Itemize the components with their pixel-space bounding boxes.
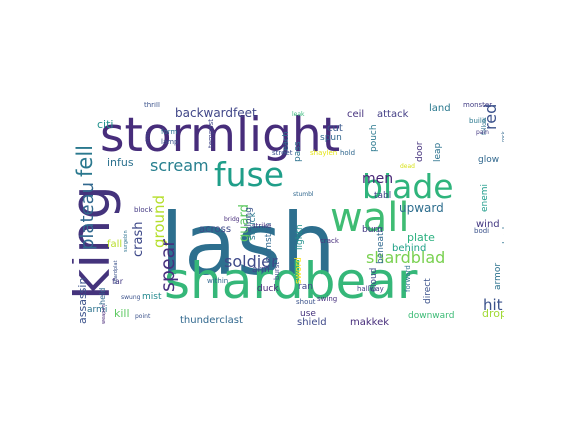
word-tabl: tabl <box>374 191 392 201</box>
word-dead: dead <box>400 163 415 170</box>
word-pass: pass <box>293 141 303 162</box>
word-strike: strike <box>252 222 272 230</box>
word-ceil: ceil <box>347 109 365 120</box>
word-mist: mist <box>142 292 162 302</box>
word-weapon: weapon <box>101 304 107 324</box>
word-shardblad: shardblad <box>366 248 446 267</box>
word-behind: behind <box>392 243 427 254</box>
word-wall: wall <box>330 195 410 241</box>
word-stron: stron <box>145 131 151 144</box>
word-sword: sword <box>294 257 304 284</box>
word-pouch: pouch <box>369 124 379 152</box>
word-hit: hit <box>483 296 503 314</box>
word-thrill: thrill <box>144 102 160 109</box>
word-enemi: enemi <box>480 183 490 212</box>
word-stormlight: stormlight <box>100 108 341 163</box>
word-citi: citi <box>97 118 114 131</box>
word-stumbl: stumbl <box>293 191 314 198</box>
word-far: far <box>112 277 124 286</box>
word-arm: arm <box>252 265 270 275</box>
word-shaylen: shaylen <box>310 149 338 157</box>
word-block: block <box>134 206 153 214</box>
word-use: use <box>300 309 316 319</box>
word-leak: leak <box>292 111 305 118</box>
word-land: land <box>429 103 451 114</box>
word-forward: forward <box>404 265 412 292</box>
word-soldier: soldier <box>224 252 278 271</box>
word-rock: rock <box>501 131 504 142</box>
word-plateau: plateau <box>77 181 98 250</box>
word-backwardfeet: backwardfeet <box>175 106 257 120</box>
word-street: street <box>272 149 293 157</box>
word-men: men <box>362 171 394 187</box>
word-ran: ran <box>298 282 313 292</box>
word-crash: crash <box>131 221 146 257</box>
word-armi: armi <box>87 305 108 315</box>
word-fuse: fuse <box>214 155 285 194</box>
word-drop: drop <box>482 307 504 320</box>
word-shout: shout <box>296 298 316 306</box>
word-point: point <box>135 313 151 320</box>
word-swing: swing <box>317 295 338 303</box>
word-door: door <box>415 141 425 162</box>
word-spun: spun <box>320 133 342 143</box>
word-kill: kill <box>114 307 130 320</box>
word-within: within <box>207 277 229 285</box>
word-upward: upward <box>399 201 444 215</box>
word-lightn: lightn <box>295 224 305 250</box>
word-makkek: makkek <box>350 317 390 328</box>
word-direct: direct <box>423 278 433 304</box>
word-armor: armor <box>493 262 503 290</box>
word-tempest: tempest <box>207 118 215 148</box>
word-lash: lash <box>160 195 336 295</box>
word-burn: burn <box>362 225 383 235</box>
word-shardbear: shardbear <box>164 252 418 310</box>
word-lamp: lamp <box>161 138 179 146</box>
word-hallway: hallway <box>357 285 384 293</box>
word-duck: duck <box>257 284 279 294</box>
word-hold: hold <box>340 149 356 157</box>
word-downward: downward <box>408 311 455 321</box>
word-scream: scream <box>150 156 209 175</box>
word-blade: blade <box>362 167 454 206</box>
word-across: across <box>199 224 232 235</box>
word-fell: fell <box>73 145 97 177</box>
word-wind: wind <box>476 219 500 230</box>
word-plate: plate <box>407 231 435 244</box>
word-shardplat: shardplat <box>113 260 119 284</box>
word-held: held <box>98 287 107 305</box>
word-thunderclast: thunderclast <box>180 315 243 326</box>
word-cut: cut <box>327 123 343 134</box>
word-leap: leap <box>433 142 443 162</box>
word-fall: fall <box>107 239 123 250</box>
word-swung: swung <box>121 294 141 301</box>
word-monster: monster <box>463 102 493 109</box>
word-surgebin: surgebin <box>123 230 129 252</box>
word-form: form <box>161 128 178 136</box>
word-shield: shield <box>297 317 327 328</box>
word-infus: infus <box>107 156 134 169</box>
word-broken: broken <box>502 213 504 244</box>
word-bodi: bodi <box>474 227 490 235</box>
word-glow: glow <box>478 155 500 165</box>
word-burst: burst <box>273 261 281 280</box>
word-assassin: assassin <box>76 277 89 324</box>
word-attack: attack <box>377 109 409 120</box>
word-pain: pain <box>476 129 489 136</box>
word-spear: spear <box>157 238 179 292</box>
word-cloud: lash stormlight shardbear wall fuse blade king… <box>72 102 504 332</box>
word-build: build <box>469 117 487 125</box>
word-crack: crack <box>320 237 339 245</box>
word-bridg: bridg <box>224 216 240 223</box>
